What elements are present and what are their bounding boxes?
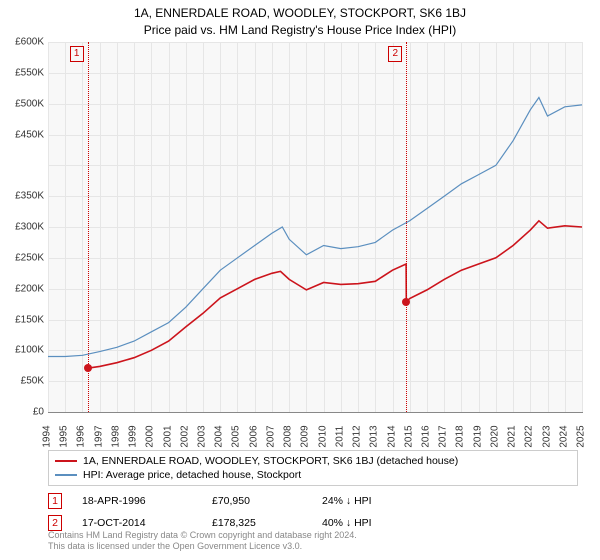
data-point	[84, 364, 92, 372]
x-axis-label: 2021	[507, 425, 518, 447]
data-point	[402, 298, 410, 306]
x-axis-label: 2024	[558, 425, 569, 447]
chart-area: £0£50K£100K£150K£200K£250K£300K£350K£450…	[48, 42, 582, 412]
footer-attribution: Contains HM Land Registry data © Crown c…	[48, 530, 578, 553]
chart-title: 1A, ENNERDALE ROAD, WOODLEY, STOCKPORT, …	[0, 0, 600, 20]
x-axis-label: 2000	[145, 425, 156, 447]
transaction-marker-label: 1	[70, 46, 84, 62]
series-property	[88, 221, 582, 368]
y-axis-label: £250K	[2, 252, 44, 263]
x-axis-label: 2017	[438, 425, 449, 447]
y-axis-label: £300K	[2, 222, 44, 233]
x-axis-label: 2007	[266, 425, 277, 447]
y-axis-label: £50K	[2, 376, 44, 387]
legend-item: 1A, ENNERDALE ROAD, WOODLEY, STOCKPORT, …	[55, 454, 571, 468]
transaction-badge: 2	[48, 515, 62, 531]
transaction-badge: 1	[48, 493, 62, 509]
x-axis-label: 2022	[524, 425, 535, 447]
y-axis-label: £200K	[2, 283, 44, 294]
transaction-marker-line	[406, 42, 407, 412]
x-axis-label: 2018	[455, 425, 466, 447]
gridline	[582, 42, 583, 412]
transaction-marker-line	[88, 42, 89, 412]
x-axis-label: 2015	[403, 425, 414, 447]
chart-subtitle: Price paid vs. HM Land Registry's House …	[0, 20, 600, 37]
x-axis-label: 2001	[162, 425, 173, 447]
x-axis-label: 2019	[472, 425, 483, 447]
x-axis-label: 2008	[283, 425, 294, 447]
x-axis-label: 1995	[59, 425, 70, 447]
legend-item: HPI: Average price, detached house, Stoc…	[55, 468, 571, 482]
y-axis-label: £600K	[2, 37, 44, 48]
x-axis-label: 1996	[76, 425, 87, 447]
x-axis-label: 2023	[541, 425, 552, 447]
x-axis-label: 1997	[93, 425, 104, 447]
legend-swatch	[55, 460, 77, 462]
y-axis-label: £500K	[2, 98, 44, 109]
transaction-list: 1 18-APR-1996 £70,950 24% ↓ HPI 2 17-OCT…	[48, 490, 578, 534]
x-axis-label: 2025	[576, 425, 587, 447]
x-axis-label: 2020	[489, 425, 500, 447]
x-axis-label: 2005	[231, 425, 242, 447]
legend-label: HPI: Average price, detached house, Stoc…	[83, 469, 301, 481]
x-axis-label: 2013	[369, 425, 380, 447]
x-axis-label: 1998	[111, 425, 122, 447]
transaction-row: 1 18-APR-1996 £70,950 24% ↓ HPI	[48, 490, 578, 512]
legend-box: 1A, ENNERDALE ROAD, WOODLEY, STOCKPORT, …	[48, 450, 578, 486]
transaction-price: £178,325	[212, 517, 302, 529]
x-axis-label: 2016	[421, 425, 432, 447]
series-hpi	[48, 98, 582, 357]
x-axis-label: 2010	[317, 425, 328, 447]
footer-line: Contains HM Land Registry data © Crown c…	[48, 530, 578, 541]
transaction-date: 17-OCT-2014	[82, 517, 192, 529]
x-axis-label: 2009	[300, 425, 311, 447]
y-axis-label: £350K	[2, 191, 44, 202]
y-axis-label: £0	[2, 407, 44, 418]
x-axis-label: 2002	[179, 425, 190, 447]
x-axis-label: 2006	[248, 425, 259, 447]
legend-label: 1A, ENNERDALE ROAD, WOODLEY, STOCKPORT, …	[83, 455, 458, 467]
y-axis-label: £550K	[2, 67, 44, 78]
x-axis-label: 2003	[197, 425, 208, 447]
x-axis-label: 1999	[128, 425, 139, 447]
transaction-diff: 40% ↓ HPI	[322, 517, 372, 529]
legend-swatch	[55, 474, 77, 475]
y-axis-label: £100K	[2, 345, 44, 356]
x-axis-label: 2014	[386, 425, 397, 447]
x-axis-label: 2012	[352, 425, 363, 447]
transaction-date: 18-APR-1996	[82, 495, 192, 507]
y-axis-label: £450K	[2, 129, 44, 140]
transaction-marker-label: 2	[388, 46, 402, 62]
chart-lines	[48, 42, 582, 412]
x-axis-label: 2011	[334, 426, 345, 448]
x-axis-label: 2004	[214, 425, 225, 447]
y-axis-label: £150K	[2, 314, 44, 325]
x-axis-label: 1994	[42, 425, 53, 447]
transaction-price: £70,950	[212, 495, 302, 507]
transaction-diff: 24% ↓ HPI	[322, 495, 372, 507]
footer-line: This data is licensed under the Open Gov…	[48, 541, 578, 552]
